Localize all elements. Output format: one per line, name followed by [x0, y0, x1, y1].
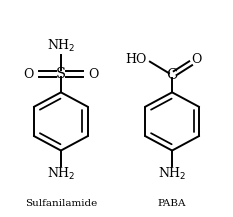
Text: S: S — [56, 67, 66, 81]
Text: C: C — [166, 68, 178, 82]
Text: O: O — [89, 67, 99, 81]
Text: Sulfanilamide: Sulfanilamide — [25, 199, 97, 208]
Text: NH$_2$: NH$_2$ — [158, 166, 186, 182]
Text: NH$_2$: NH$_2$ — [47, 166, 75, 182]
Text: NH$_2$: NH$_2$ — [47, 38, 75, 54]
Text: PABA: PABA — [158, 199, 186, 208]
Text: O: O — [191, 53, 201, 66]
Text: HO: HO — [126, 53, 147, 66]
Text: O: O — [23, 67, 33, 81]
